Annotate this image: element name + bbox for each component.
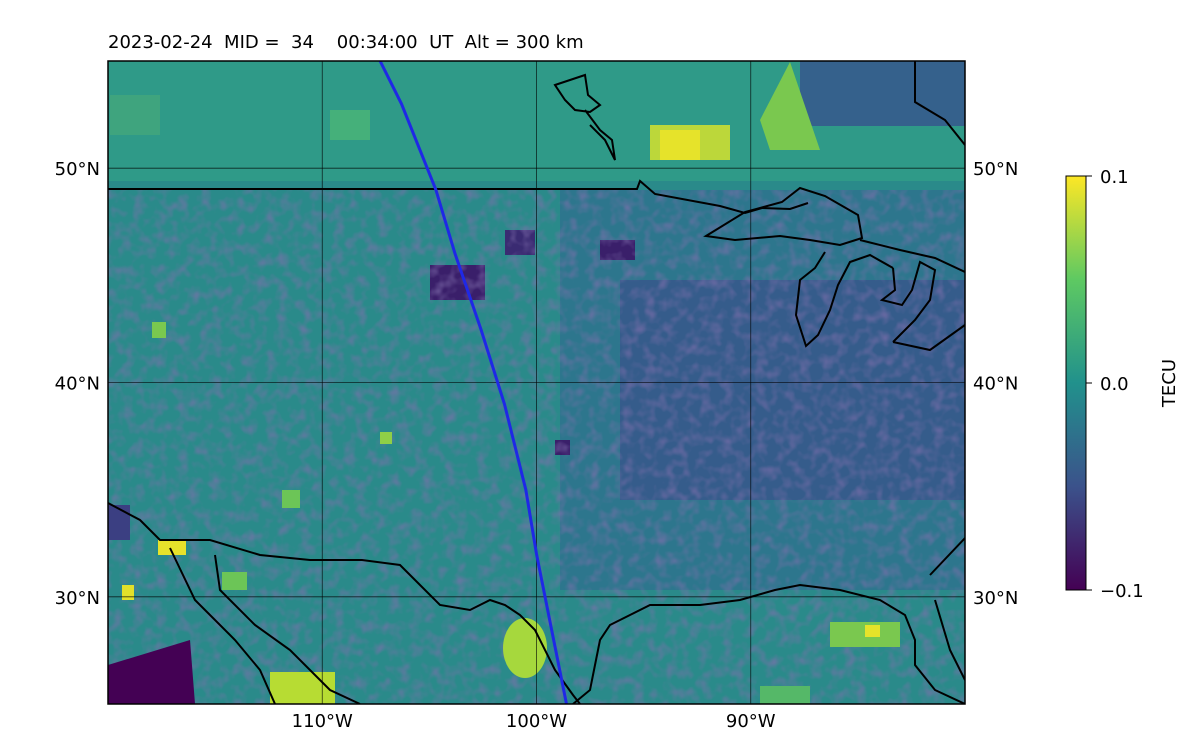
satellite-track bbox=[378, 61, 568, 704]
colorbar-tick-label: −0.1 bbox=[1100, 581, 1144, 602]
lat-tick-label-right: 40°N bbox=[973, 374, 1018, 395]
tec-patch bbox=[222, 572, 247, 590]
lat-tick-label-right: 50°N bbox=[973, 159, 1018, 180]
tec-patch bbox=[760, 62, 820, 150]
lon-tick-label: 110°W bbox=[292, 711, 353, 732]
lake-superior-shore bbox=[703, 186, 864, 247]
tec-patch bbox=[158, 540, 186, 555]
tec-patch bbox=[503, 618, 547, 678]
colorbar-tick-label: 0.0 bbox=[1100, 374, 1129, 395]
tec-patch bbox=[660, 130, 700, 160]
tec-patch bbox=[330, 110, 370, 140]
tec-patch bbox=[122, 585, 134, 600]
gulf-coast bbox=[572, 583, 965, 704]
lake-erie-shore bbox=[892, 324, 965, 352]
tec-patch bbox=[270, 672, 335, 704]
tec-patch bbox=[282, 490, 300, 508]
lon-axis-bottom: 110°W 100°W 90°W bbox=[292, 711, 776, 732]
colorbar-gradient bbox=[1065, 175, 1087, 591]
lat-tick-label-left: 30°N bbox=[55, 588, 100, 609]
lower-michigan-shore bbox=[879, 260, 937, 343]
tec-patch bbox=[110, 95, 160, 135]
gridlines bbox=[108, 61, 965, 704]
us-mexico-border bbox=[108, 502, 581, 704]
tec-patch bbox=[108, 640, 195, 704]
ontario-shore bbox=[859, 239, 965, 273]
lon-tick-label: 100°W bbox=[506, 711, 567, 732]
tec-patch bbox=[108, 505, 130, 540]
colorbar: 0.1 0.0 −0.1 TECU bbox=[1065, 167, 1180, 602]
hudson-area-shore bbox=[553, 73, 616, 161]
map-frame bbox=[107, 60, 966, 705]
colorbar-tick-label: 0.1 bbox=[1100, 167, 1129, 188]
coastlines-and-borders bbox=[108, 61, 965, 704]
lat-tick-label-left: 50°N bbox=[55, 159, 100, 180]
tec-patch bbox=[152, 322, 166, 338]
lat-tick-label-right: 30°N bbox=[973, 588, 1018, 609]
figure-title: 2023-02-24 MID = 34 00:34:00 UT Alt = 30… bbox=[108, 32, 584, 53]
lat-tick-label-left: 40°N bbox=[55, 374, 100, 395]
lat-axis-left: 50°N 40°N 30°N bbox=[55, 159, 100, 609]
lon-tick-label: 90°W bbox=[726, 711, 776, 732]
baja-peninsula bbox=[169, 547, 361, 704]
map-panel bbox=[108, 61, 965, 704]
lat-axis-right: 50°N 40°N 30°N bbox=[973, 159, 1018, 609]
colorbar-label: TECU bbox=[1159, 359, 1180, 408]
us-canada-border bbox=[108, 179, 809, 215]
tec-patch bbox=[865, 625, 880, 637]
tec-patch bbox=[380, 432, 392, 444]
colorbar-ticks: 0.1 0.0 −0.1 bbox=[1086, 167, 1144, 602]
lake-michigan-shore bbox=[794, 251, 894, 348]
east-coast bbox=[914, 61, 965, 146]
florida-coast bbox=[929, 537, 965, 681]
tec-patch bbox=[760, 686, 810, 704]
